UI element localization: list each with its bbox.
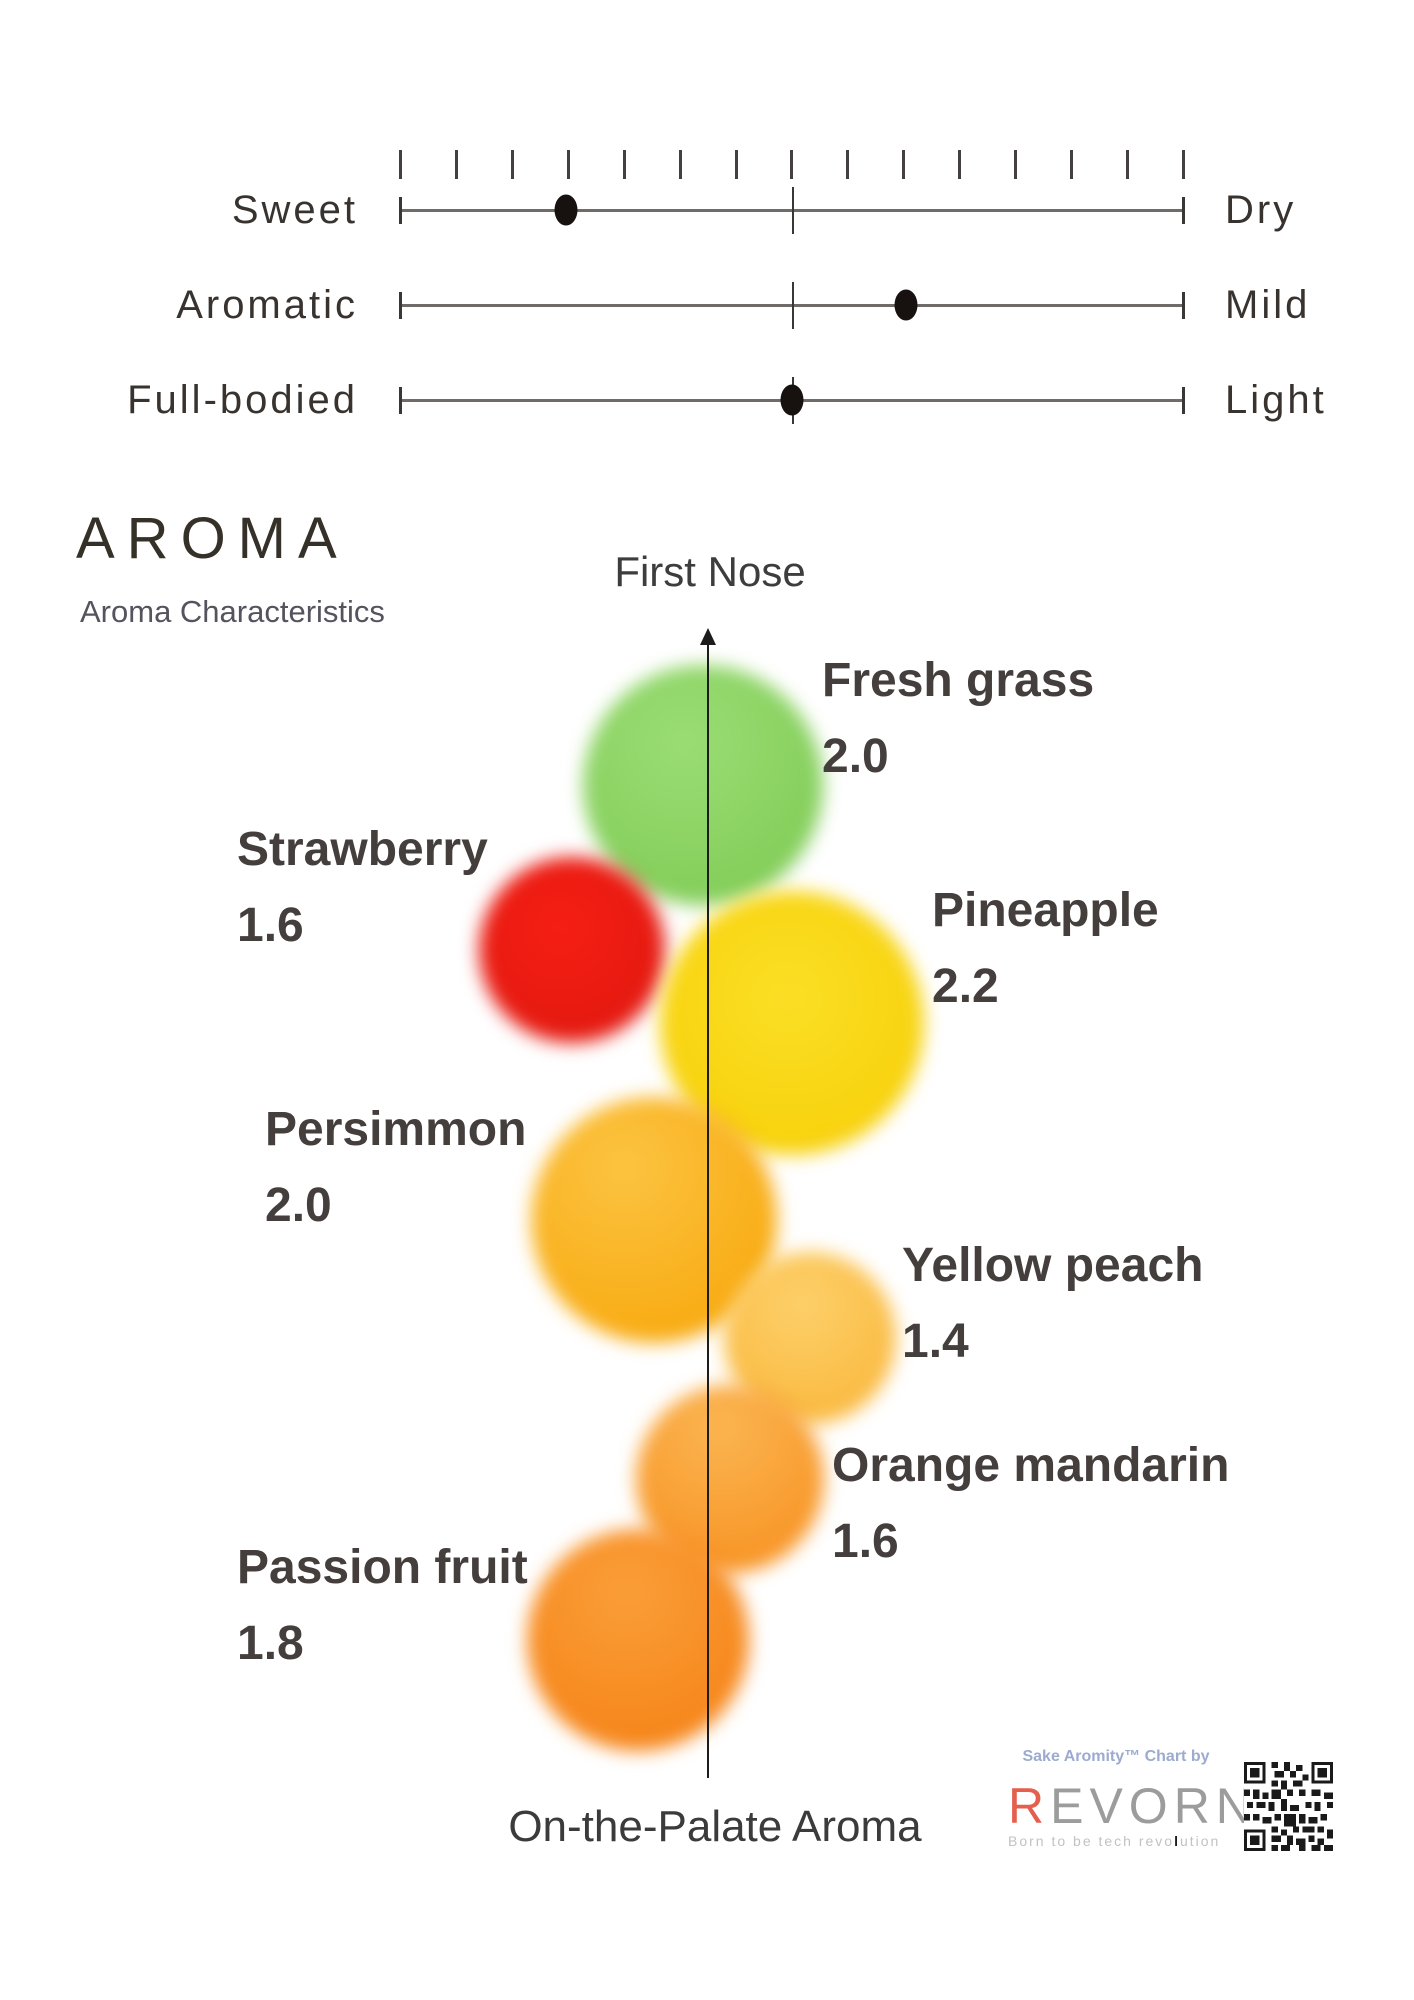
ruler-tick (902, 150, 906, 179)
axis-top-label: First Nose (614, 548, 806, 595)
bubble-passion-fruit (527, 1529, 749, 1751)
bubble-name: Fresh grass (822, 654, 1095, 707)
ruler-tick (678, 150, 682, 179)
ruler-tick (399, 150, 402, 179)
label-yellow-peach: Yellow peach 1.4 (902, 1228, 1203, 1380)
bubble-value: 2.2 (932, 960, 999, 1013)
ruler-tick (958, 150, 962, 179)
ruler-tick (566, 150, 570, 179)
scale-marker-dot (780, 384, 804, 416)
section-subtitle: Aroma Characteristics (80, 594, 385, 629)
scale-left-label: Aromatic (176, 283, 358, 327)
ruler-tick (1125, 150, 1129, 179)
scale-ruler (399, 150, 1185, 179)
bubble-value: 1.4 (902, 1315, 969, 1368)
label-pineapple: Pineapple 2.2 (932, 873, 1159, 1025)
brand-tagline: Born to be tech revolution (1008, 1833, 1238, 1849)
label-passion-fruit: Passion fruit 1.8 (237, 1530, 528, 1682)
scale-marker-dot (894, 289, 918, 321)
scale-marker-dot (554, 194, 578, 226)
aroma-axis (707, 644, 709, 1778)
bubble-name: Strawberry (237, 823, 488, 876)
ruler-tick (734, 150, 738, 179)
tagline-part: Born to be tech revo (1008, 1833, 1175, 1849)
bubble-strawberry (479, 857, 665, 1043)
bubble-value: 2.0 (822, 730, 889, 783)
bubble-name: Persimmon (265, 1103, 527, 1156)
ruler-tick (510, 150, 514, 179)
bubble-name: Orange mandarin (832, 1439, 1230, 1492)
bubble-fresh-grass (583, 665, 823, 905)
bubble-name: Passion fruit (237, 1541, 528, 1594)
ruler-tick (454, 150, 458, 179)
label-persimmon: Persimmon 2.0 (265, 1092, 526, 1244)
label-orange-mandarin: Orange mandarin 1.6 (832, 1428, 1229, 1580)
bubble-value: 2.0 (265, 1179, 332, 1232)
credit-text: Sake Aromity™ Chart by (1022, 1748, 1210, 1765)
bubble-value: 1.8 (237, 1617, 304, 1670)
brand-logo: REVORN (1008, 1778, 1252, 1834)
brand-initial: R (1008, 1778, 1051, 1834)
section-title: AROMA (76, 506, 349, 571)
label-fresh-grass: Fresh grass 2.0 (822, 643, 1094, 795)
axis-arrowhead-icon (700, 628, 716, 645)
ruler-tick (1181, 150, 1185, 179)
scale-right-label: Dry (1225, 188, 1297, 232)
bubble-value: 1.6 (237, 899, 304, 952)
bubble-name: Yellow peach (902, 1239, 1204, 1292)
qr-code (1244, 1762, 1333, 1851)
label-strawberry: Strawberry 1.6 (237, 812, 488, 964)
scale-endcap-left (399, 197, 402, 224)
scale-left-label: Full-bodied (127, 378, 358, 422)
ruler-tick (622, 150, 626, 179)
scale-endcap-right (1182, 197, 1185, 224)
scale-endcap-right (1182, 292, 1185, 319)
scale-center-tick (792, 282, 794, 329)
ruler-tick (846, 150, 850, 179)
scale-left-label: Sweet (231, 188, 358, 232)
scale-endcap-right (1182, 387, 1185, 414)
ruler-tick (790, 150, 794, 179)
scale-right-label: Mild (1225, 283, 1311, 327)
axis-bottom-label: On-the-Palate Aroma (508, 1802, 922, 1851)
scale-right-label: Light (1225, 378, 1327, 422)
bubble-value: 1.6 (832, 1515, 899, 1568)
scale-center-tick (792, 187, 794, 234)
scale-endcap-left (399, 387, 402, 414)
ruler-tick (1014, 150, 1018, 179)
tagline-part: ution (1179, 1833, 1221, 1849)
ruler-tick (1070, 150, 1074, 179)
scale-endcap-left (399, 292, 402, 319)
tagline-part: l (1174, 1833, 1180, 1849)
brand-rest: EVORN (1050, 1778, 1258, 1834)
bubble-name: Pineapple (932, 884, 1159, 937)
